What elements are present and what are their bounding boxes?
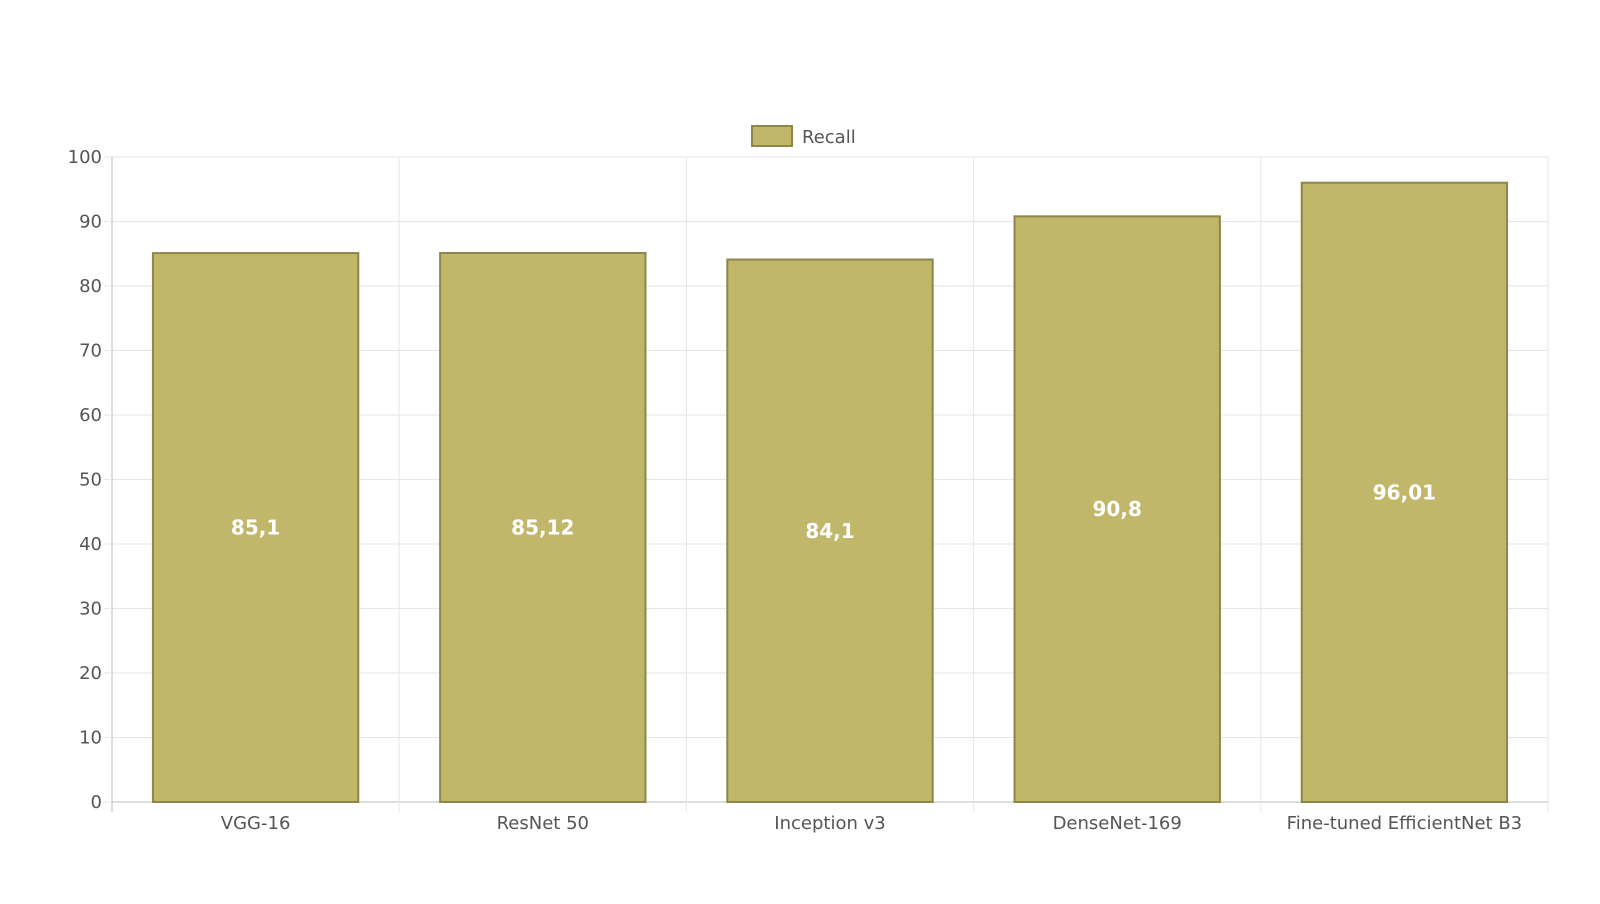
chart-legend[interactable]: Recall	[751, 125, 856, 148]
bars	[151, 181, 1509, 804]
x-tick-label: VGG-16	[221, 813, 291, 834]
data-label: 96,01	[1373, 480, 1436, 504]
y-tick-label: 80	[79, 276, 102, 297]
bar-densenet-169[interactable]	[1013, 215, 1221, 803]
data-label: 84,1	[805, 519, 854, 543]
bar-vgg-16[interactable]	[151, 252, 360, 804]
data-labels: 85,1 85,12 84,1 90,8 96,01	[231, 480, 1436, 542]
y-tick-label: 90	[79, 212, 102, 233]
axes: 0 10 20 30 40 50 60 70 80 90 100 VGG-16 ResNet 50 Inc…	[68, 147, 1522, 834]
y-tick-label: 50	[79, 470, 102, 491]
data-label: 85,12	[511, 515, 574, 539]
bar-inception-v3[interactable]	[726, 258, 934, 803]
y-tick-label: 10	[79, 728, 102, 749]
y-tick-label: 60	[79, 405, 102, 426]
y-tick-label: 40	[79, 534, 102, 555]
y-tick-label: 30	[79, 599, 102, 620]
legend-swatch[interactable]	[751, 125, 793, 147]
bar-fine-tuned-efficientnet-b3[interactable]	[1300, 181, 1509, 804]
x-tick-label: Inception v3	[774, 813, 885, 834]
data-label: 85,1	[231, 516, 280, 540]
y-tick-label: 100	[68, 147, 102, 168]
y-tick-label: 20	[79, 663, 102, 684]
y-tick-label: 0	[91, 792, 102, 813]
legend-label[interactable]: Recall	[802, 127, 856, 148]
x-tick-label: Fine-tuned EfficientNet B3	[1287, 813, 1522, 834]
bar-resnet-50[interactable]	[439, 251, 647, 803]
x-tick-label: ResNet 50	[497, 813, 589, 834]
y-tick-label: 70	[79, 341, 102, 362]
x-tick-label: DenseNet-169	[1053, 813, 1182, 834]
data-label: 90,8	[1093, 497, 1142, 521]
